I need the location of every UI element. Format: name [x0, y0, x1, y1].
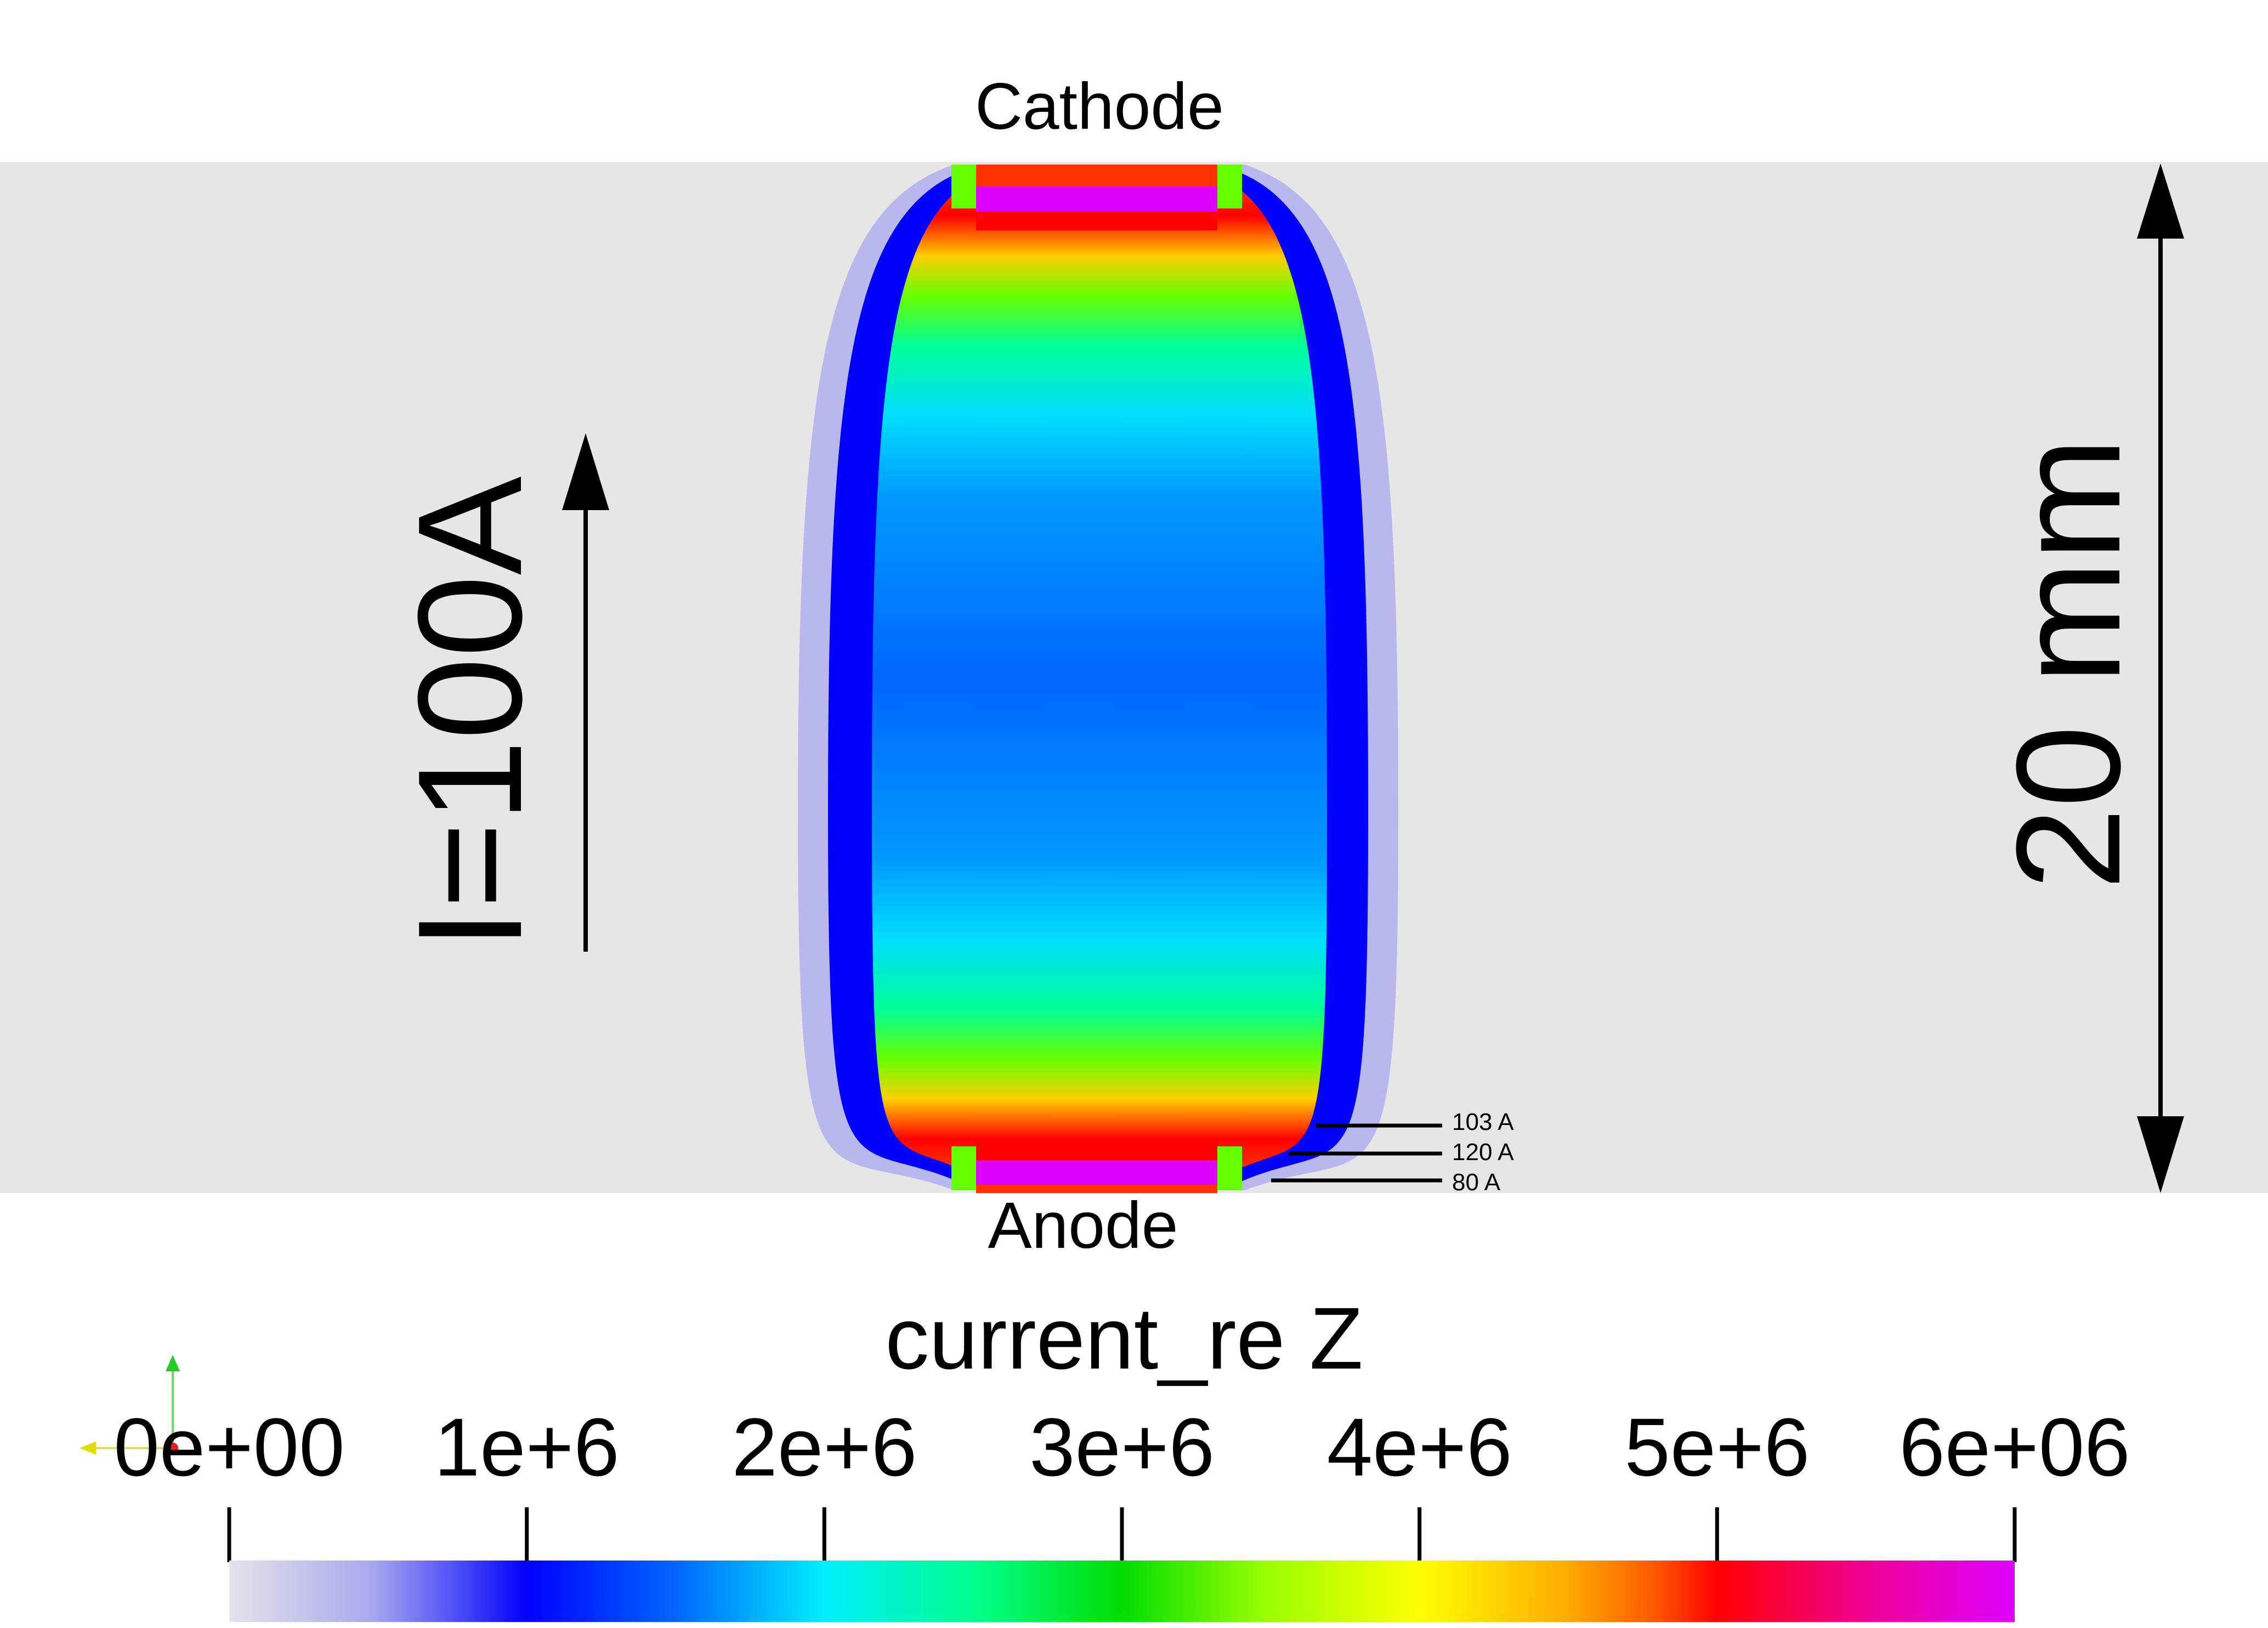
dimension-arrow-bottom: [2137, 1116, 2184, 1193]
colorbar-tick-label: 5e+6: [1624, 1401, 1810, 1493]
colorbar-tick-label: 0e+00: [114, 1401, 344, 1493]
contour-annotations: 103 A 120 A 80 A: [1271, 1109, 1514, 1196]
contour-label-120: 120 A: [1452, 1139, 1514, 1166]
colorbar: current_re Z 0e+00 1e+6 2e+6 3e+6 4e+6 5e+6 6e…: [114, 1289, 2130, 1622]
colorbar-title: current_re Z: [885, 1289, 1363, 1387]
current-density-field: [798, 165, 1398, 1193]
colorbar-tick-label: 4e+6: [1327, 1401, 1512, 1493]
colorbar-ticks: 0e+00 1e+6 2e+6 3e+6 4e+6 5e+6 6e+06: [114, 1401, 2130, 1562]
anode-hotspot: [976, 1141, 1217, 1160]
contour-label-103: 103 A: [1452, 1109, 1514, 1135]
cathode-label: Cathode: [975, 70, 1224, 143]
dimension-arrow-top: [2137, 163, 2184, 239]
orientation-axes-icon: [80, 1355, 180, 1455]
current-arrow-head: [562, 433, 609, 510]
current-label: I=100A: [388, 476, 553, 950]
colorbar-tick-label: 6e+06: [1899, 1401, 2130, 1493]
anode-label: Anode: [988, 1189, 1178, 1262]
colorbar-tick-label: 1e+6: [434, 1401, 620, 1493]
colorbar-ramp: [229, 1561, 2015, 1622]
contour-label-80: 80 A: [1452, 1169, 1501, 1196]
colorbar-tick-label: 3e+6: [1029, 1401, 1215, 1493]
cathode-hotspot: [976, 165, 1217, 186]
length-label: 20 mm: [1986, 437, 2151, 890]
colorbar-tick-label: 2e+6: [732, 1401, 917, 1493]
